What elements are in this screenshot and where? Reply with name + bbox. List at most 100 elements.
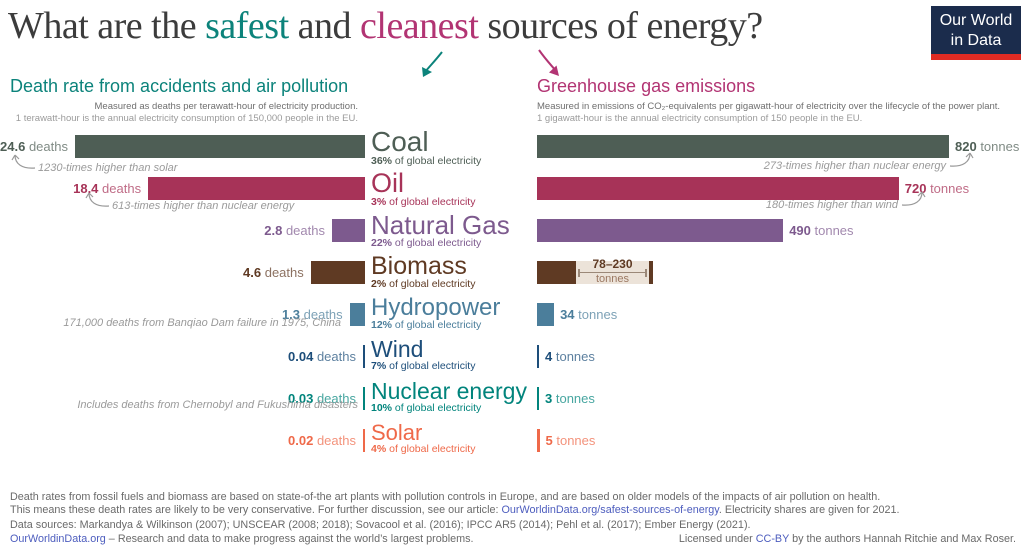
owid-logo-line1: Our World [939, 12, 1013, 29]
range-cap-right-biomass [645, 269, 647, 277]
annotation-arrow-icon [949, 152, 974, 167]
value-deaths-nuclear-energy: 0.03 deaths [288, 391, 356, 406]
annotation-arrow-icon [11, 154, 36, 169]
bar-emissions-solar [537, 429, 540, 452]
right-panel-subtitle-1: Measured in emissions of CO₂-equivalents… [537, 101, 1001, 112]
bar-deaths-coal [75, 135, 365, 158]
value-deaths-biomass: 4.6 deaths [243, 265, 304, 280]
value-emissions-wind: 4 tonnes [545, 349, 595, 364]
category-share-wind: 7% of global electricity [371, 360, 476, 372]
annotation-2: 273-times higher than nuclear energy [763, 160, 946, 172]
bar-deaths-natural-gas [331, 219, 365, 242]
license-text: Licensed under [678, 533, 756, 545]
label-nuclear-energy: Nuclear energy 10% of global electricity [371, 378, 527, 415]
bar-deaths-oil [148, 177, 365, 200]
title-text: What are the [8, 5, 206, 47]
label-solar: Solar 4% of global electricity [371, 420, 476, 456]
category-name-hydropower: Hydropower [371, 294, 501, 321]
category-name-nuclear-energy: Nuclear energy [371, 378, 527, 404]
title-text: sources of energy? [478, 5, 763, 47]
annotation-1: 613-times higher than nuclear energy [112, 200, 295, 212]
value-deaths-solar: 0.02 deaths [288, 433, 356, 448]
category-name-oil: Oil [371, 168, 404, 198]
bar-emissions-oil [537, 177, 899, 200]
annotation-arrow-icon [901, 191, 926, 206]
label-natural-gas: Natural Gas 22% of global electricity [371, 212, 510, 249]
owid-logo-line2: in Data [950, 32, 1002, 50]
category-share-oil: 3% of global electricity [371, 196, 476, 208]
annotation-5: Includes deaths from Chernobyl and Fukus… [77, 399, 358, 411]
range-cap-left-biomass [578, 269, 580, 277]
value-deaths-hydropower: 1.3 deaths [281, 307, 343, 322]
left-panel-subtitle-2: 1 terawatt-hour is the annual electricit… [15, 113, 358, 124]
right-panel-subtitle-2: 1 gigawatt-hour is the annual electricit… [537, 113, 863, 124]
arrow-to-safest-chart-icon [422, 51, 443, 77]
emissions-range-tick-biomass [649, 261, 653, 284]
page-title: What are the safest and cleanest sources… [8, 4, 938, 48]
bar-emissions-wind [537, 345, 539, 368]
category-name-wind: Wind [371, 336, 424, 362]
bar-emissions-hydropower [537, 303, 555, 326]
category-name-biomass: Biomass [371, 252, 467, 280]
value-deaths-wind: 0.04 deaths [288, 349, 356, 364]
value-emissions-natural-gas: 490 tonnes [789, 223, 854, 238]
title-highlight-safest: safest [205, 5, 289, 47]
value-emissions-solar: 5 tonnes [545, 433, 596, 448]
category-share-coal: 36% of global electricity [371, 155, 482, 167]
footer-tagline: – Research and data to make progress aga… [105, 533, 474, 545]
title-highlight-cleanest: cleanest [360, 5, 479, 47]
bar-emissions-natural-gas [537, 219, 784, 242]
annotation-arrow-icon [85, 192, 110, 207]
owid-link[interactable]: OurWorldinData.org [10, 533, 106, 545]
owid-logo: Our World in Data [931, 6, 1021, 60]
category-share-biomass: 2% of global electricity [371, 278, 476, 290]
bar-deaths-solar [363, 429, 365, 452]
label-biomass: Biomass 2% of global electricity [371, 252, 476, 291]
value-emissions-coal: 820 tonnes [955, 139, 1020, 154]
bar-deaths-wind [363, 345, 365, 368]
title-text: and [288, 5, 361, 47]
annotation-0: 1230-times higher than solar [38, 162, 178, 174]
category-share-hydropower: 12% of global electricity [371, 319, 482, 331]
emissions-range-biomass: 78–230 tonnes [576, 257, 649, 285]
category-share-nuclear-energy: 10% of global electricity [371, 402, 482, 414]
arrow-to-cleanest-chart-icon [538, 49, 559, 76]
footer-brand-line: OurWorldinData.org – Research and data t… [10, 533, 474, 546]
label-coal: Coal 36% of global electricity [371, 126, 482, 168]
bar-deaths-hydropower [349, 303, 365, 326]
left-panel-subtitle-1: Measured as deaths per terawatt-hour of … [94, 101, 359, 112]
value-emissions-range-unit-biomass: tonnes [595, 273, 630, 285]
bar-emissions-biomass [537, 261, 576, 284]
right-panel-title: Greenhouse gas emissions [537, 76, 756, 96]
value-deaths-oil: 18.4 deaths [73, 181, 142, 196]
value-deaths-natural-gas: 2.8 deaths [264, 223, 325, 238]
label-wind: Wind 7% of global electricity [371, 336, 476, 373]
category-name-solar: Solar [371, 420, 423, 445]
category-name-natural-gas: Natural Gas [371, 210, 510, 240]
article-link[interactable]: OurWorldinData.org/safest-sources-of-ene… [501, 504, 719, 516]
category-share-natural-gas: 22% of global electricity [371, 237, 482, 249]
annotation-4: 171,000 deaths from Banqiao Dam failure … [63, 317, 341, 329]
footer-note-text: . Electricity shares are given for 2021. [718, 504, 900, 516]
cc-by-link[interactable]: CC-BY [755, 533, 790, 545]
bar-emissions-nuclear-energy [537, 387, 539, 410]
label-hydropower: Hydropower 12% of global electricity [371, 294, 501, 332]
category-name-coal: Coal [371, 126, 429, 157]
range-line-biomass [578, 272, 647, 273]
annotation-3: 180-times higher than wind [765, 199, 898, 211]
bar-deaths-nuclear-energy [363, 387, 365, 410]
footer-license-line: Licensed under CC-BY by the authors Hann… [679, 533, 1016, 546]
value-emissions-hydropower: 34 tonnes [560, 307, 618, 322]
left-panel-title: Death rate from accidents and air pollut… [10, 76, 349, 96]
license-text: by the authors Hannah Ritchie and Max Ro… [789, 533, 1016, 545]
label-oil: Oil 3% of global electricity [371, 168, 476, 209]
footer-data-sources: Data sources: Markandya & Wilkinson (200… [10, 519, 751, 531]
category-share-solar: 4% of global electricity [371, 443, 476, 455]
value-emissions-nuclear-energy: 3 tonnes [545, 391, 595, 406]
footer-note-line2: This means these death rates are likely … [10, 504, 900, 517]
footer-note-line1: Death rates from fossil fuels and biomas… [10, 491, 881, 503]
bar-deaths-biomass [310, 261, 365, 284]
value-deaths-coal: 24.6 deaths [0, 139, 68, 154]
value-emissions-range-biomass: 78–230 [592, 257, 633, 271]
